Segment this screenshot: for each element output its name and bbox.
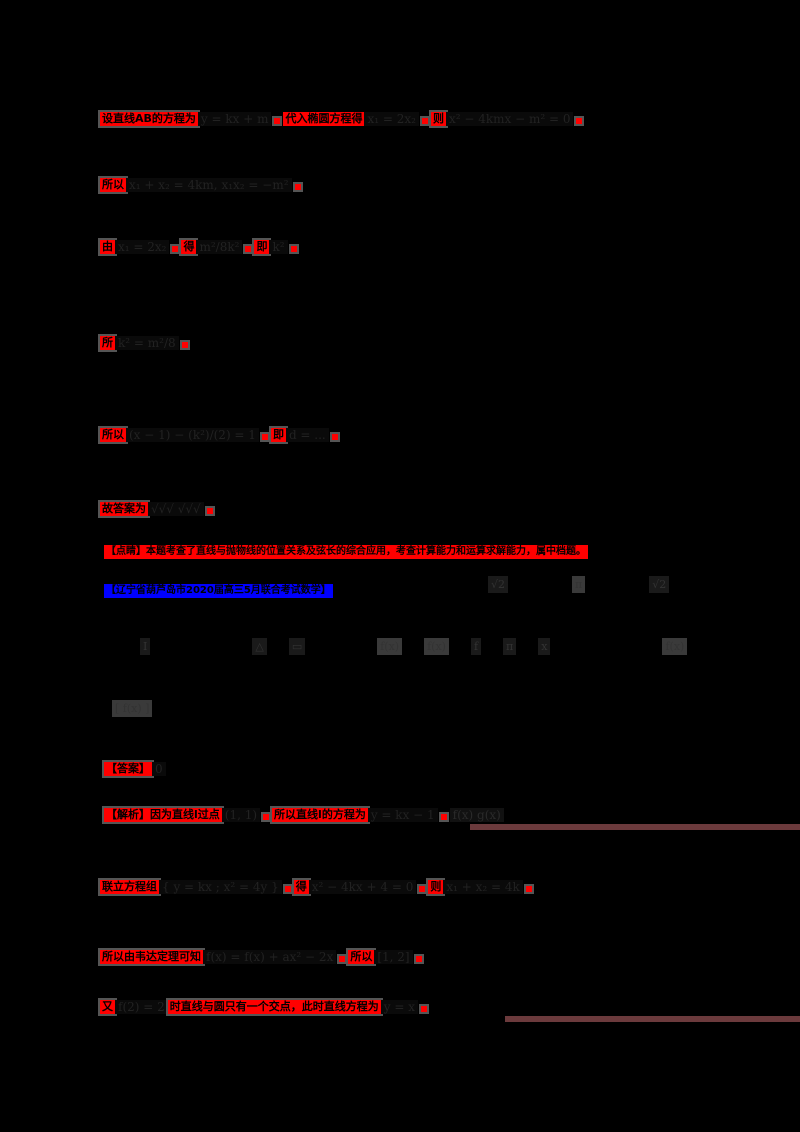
answer-label: 【答案】: [104, 762, 152, 776]
math-formula: { y = kx ; x² = 4y }: [159, 880, 282, 894]
punctuation-mark: [339, 956, 346, 962]
math-fragment: √2: [649, 576, 670, 593]
punctuation-mark: [206, 508, 213, 514]
highlight-label: 所以直线l的方程为: [272, 808, 368, 822]
math-fragment: π: [503, 638, 517, 655]
highlight-label: 所以由韦达定理可知: [100, 950, 203, 964]
math-formula: x₁ + x₂ = 4km, x₁x₂ = −m²: [126, 178, 292, 192]
punctuation-mark: [181, 342, 188, 348]
punctuation-mark: [274, 118, 281, 124]
analysis-line-3: 所以由韦达定理可知 f(x) = f(x) + ax² − 2x 所以 [1, …: [100, 950, 425, 964]
solution-line-5: 所以 (x − 1) − (k²)/(2) = 1 即 d = ...: [100, 428, 341, 442]
punctuation-mark: [331, 434, 338, 440]
math-fragment: I: [140, 638, 151, 655]
highlight-label: 所以: [100, 428, 126, 442]
underline-bar: [505, 1016, 800, 1022]
math-fragment: f: [470, 638, 482, 655]
highlight-label: 即: [270, 428, 286, 442]
math-fragment: π: [572, 576, 586, 593]
question-tail: [ f(x) ]: [112, 700, 156, 717]
punctuation-mark: [576, 118, 583, 124]
math-fragment: △: [252, 638, 267, 655]
math-formula: k² = m²/8: [115, 336, 179, 350]
solution-line-2: 所以 x₁ + x₂ = 4km, x₁x₂ = −m²: [100, 178, 304, 192]
punctuation-mark: [440, 814, 447, 820]
math-formula: d = ...: [285, 428, 329, 442]
note-line: 【点睛】本题考查了直线与抛物线的位置关系及弦长的综合应用，考查计算能力和运算求解…: [104, 545, 588, 559]
punctuation-mark: [261, 434, 268, 440]
solution-line-4: 所 k² = m²/8: [100, 336, 191, 350]
punctuation-mark: [294, 184, 301, 190]
math-fragment: [ f(x) ]: [112, 700, 153, 717]
punctuation-mark: [284, 886, 291, 892]
highlight-label: 即: [254, 240, 270, 254]
highlight-label: 得: [181, 240, 197, 254]
highlight-label: 则: [428, 880, 444, 894]
highlight-label: 时直线与圆只有一个交点，此时直线方程为: [167, 1000, 381, 1014]
math-formula: k²: [269, 240, 288, 254]
note-text: 【点睛】本题考查了直线与抛物线的位置关系及弦长的综合应用，考查计算能力和运算求解…: [104, 545, 588, 559]
math-formula: y = kx + m: [197, 112, 272, 126]
punctuation-mark: [421, 1006, 427, 1012]
math-formula: y = kx − 1: [367, 808, 438, 822]
punctuation-mark: [419, 886, 426, 892]
punctuation-mark: [525, 886, 532, 892]
math-fragment: ▭: [288, 638, 306, 655]
math-formula: √√√ √√√: [148, 502, 204, 516]
analysis-line-1: 【解析】因为直线l过点 (1, 1) 所以直线l的方程为 y = kx − 1 …: [104, 808, 504, 822]
punctuation-mark: [172, 246, 179, 252]
highlight-label: 又: [100, 1000, 115, 1014]
highlight-label: 故答案为: [100, 502, 148, 516]
math-fragment: f(x): [424, 638, 449, 655]
source-line: 【辽宁省葫芦岛市2020届高三5月联合考试数学】: [104, 584, 333, 598]
solution-line-6: 故答案为 √√√ √√√: [100, 502, 216, 516]
highlight-label: 得: [293, 880, 309, 894]
punctuation-mark: [415, 956, 422, 962]
analysis-line-2: 联立方程组 { y = kx ; x² = 4y } 得 x² − 4kx + …: [100, 880, 535, 894]
answer-line: 【答案】 0: [104, 762, 166, 776]
highlight-label: 则: [430, 112, 446, 126]
punctuation-mark: [263, 814, 270, 820]
punctuation-mark: [245, 246, 252, 252]
math-formula: (x − 1) − (k²)/(2) = 1: [126, 428, 259, 442]
highlight-label: 代入椭圆方程得: [283, 112, 365, 126]
solution-line-3: 由 x₁ = 2x₂ 得 m²/8k² 即 k²: [100, 240, 300, 254]
math-formula: x₁ + x₂ = 4k: [443, 880, 523, 894]
math-formula: x² − 4kx + 4 = 0: [308, 880, 417, 894]
source-math-row: √2 π √2: [488, 576, 673, 593]
math-formula: x₁ = 2x₂: [115, 240, 170, 254]
math-formula: x² − 4kmx − m² = 0: [445, 112, 574, 126]
math-fragment: x: [538, 638, 551, 655]
highlight-label: 所以: [100, 178, 126, 192]
source-text: 【辽宁省葫芦岛市2020届高三5月联合考试数学】: [104, 584, 333, 598]
math-formula: y = x: [380, 1000, 418, 1014]
highlight-label: 所: [100, 336, 115, 350]
punctuation-mark: [290, 246, 297, 252]
underline-bar: [470, 824, 800, 830]
math-formula: f(2) = 2: [115, 1000, 168, 1014]
highlight-label: 所以: [348, 950, 375, 964]
punctuation-mark: [421, 118, 428, 124]
math-formula: [1, 2]: [374, 950, 413, 964]
question-math-row: I △ ▭ f(x) f(x) f π x f(x): [140, 638, 691, 655]
math-fragment: √2: [488, 576, 509, 593]
math-formula: (1, 1): [221, 808, 261, 822]
math-fragment: f(x): [377, 638, 403, 655]
analysis-line-4: 又 f(2) = 2 时直线与圆只有一个交点，此时直线方程为 y = x: [100, 1000, 430, 1014]
math-formula: m²/8k²: [196, 240, 243, 254]
highlight-label: 设直线AB的方程为: [100, 112, 198, 126]
math-fragment: f(x): [662, 638, 688, 655]
math-formula: f(x) g(x): [449, 808, 504, 822]
highlight-label: 由: [100, 240, 115, 254]
analysis-label: 【解析】因为直线l过点: [104, 808, 222, 822]
math-formula: f(x) = f(x) + ax² − 2x: [203, 950, 337, 964]
highlight-label: 联立方程组: [100, 880, 159, 894]
answer-value: 0: [152, 762, 166, 776]
solution-line-1: 设直线AB的方程为 y = kx + m 代入椭圆方程得 x₁ = 2x₂ 则 …: [100, 112, 585, 126]
math-formula: x₁ = 2x₂: [364, 112, 419, 126]
